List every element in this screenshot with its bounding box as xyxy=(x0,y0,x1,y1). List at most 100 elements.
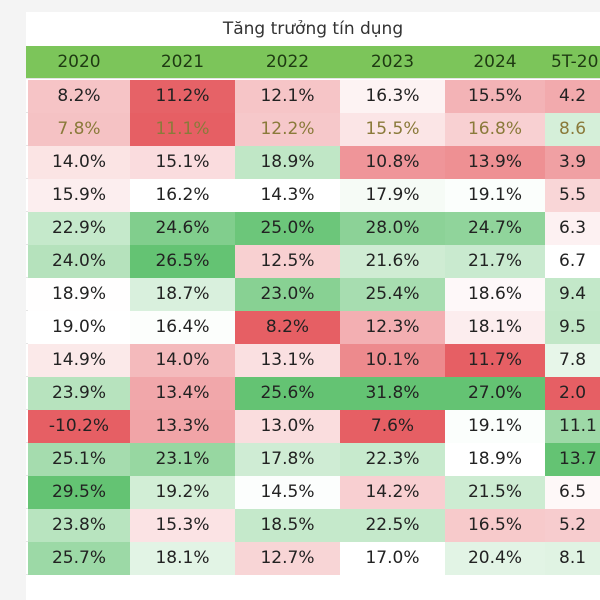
table-cell: 19.1% xyxy=(445,179,545,212)
header-cell: 2023 xyxy=(370,52,415,72)
table-cell: 24.7% xyxy=(445,212,545,245)
table-cell: 9.5 xyxy=(545,311,600,344)
table-cell: 18.9% xyxy=(235,146,340,179)
table-cell: 23.0% xyxy=(235,278,340,311)
table-cell: 11.1% xyxy=(130,113,235,146)
table-cell: 19.1% xyxy=(445,410,545,443)
table-row: 15.9% 16.2% 14.3% 17.9% 19.1% 5.5 xyxy=(26,179,600,212)
table-cell: 11.2% xyxy=(130,80,235,113)
table-cell: 15.9% xyxy=(28,179,130,212)
table-cell: 13.3% xyxy=(130,410,235,443)
table-cell: 12.2% xyxy=(235,113,340,146)
table-row: 19.0% 16.4% 8.2% 12.3% 18.1% 9.5 xyxy=(26,311,600,344)
table-cell: 14.2% xyxy=(340,476,445,509)
table-cell: 18.9% xyxy=(445,443,545,476)
table-row: 23.9% 13.4% 25.6% 31.8% 27.0% 2.0 xyxy=(26,377,600,410)
table-cell: 28.0% xyxy=(340,212,445,245)
table-cell: 24.6% xyxy=(130,212,235,245)
table-cell: 19.0% xyxy=(28,311,130,344)
table-cell: 21.7% xyxy=(445,245,545,278)
table-cell: 23.8% xyxy=(28,509,130,542)
table-cell: 14.3% xyxy=(235,179,340,212)
table-cell: 21.5% xyxy=(445,476,545,509)
table-cell: 21.6% xyxy=(340,245,445,278)
table-cell: 24.0% xyxy=(28,245,130,278)
table-cell: 18.5% xyxy=(235,509,340,542)
table-cell: 5.5 xyxy=(545,179,600,212)
table-cell: 16.2% xyxy=(130,179,235,212)
table-row: 14.0% 15.1% 18.9% 10.8% 13.9% 3.9 xyxy=(26,146,600,179)
table-cell: 6.7 xyxy=(545,245,600,278)
table-cell: 13.1% xyxy=(235,344,340,377)
table-row: 14.9% 14.0% 13.1% 10.1% 11.7% 7.8 xyxy=(26,344,600,377)
table-cell: 18.1% xyxy=(445,311,545,344)
table-row: -10.2% 13.3% 13.0% 7.6% 19.1% 11.1 xyxy=(26,410,600,443)
table-cell: 6.3 xyxy=(545,212,600,245)
table-cell: 8.2% xyxy=(235,311,340,344)
header-row: 2020 2021 2022 2023 2024 5T-20 xyxy=(26,46,600,79)
table-cell: 13.7 xyxy=(545,443,600,476)
table-cell: 15.3% xyxy=(130,509,235,542)
table-row: 22.9% 24.6% 25.0% 28.0% 24.7% 6.3 xyxy=(26,212,600,245)
table-cell: 18.6% xyxy=(445,278,545,311)
table-cell: 27.0% xyxy=(445,377,545,410)
table-row: 24.0% 26.5% 12.5% 21.6% 21.7% 6.7 xyxy=(26,245,600,278)
table-cell: 10.8% xyxy=(340,146,445,179)
table-cell: 18.1% xyxy=(130,542,235,575)
header-cell: 2021 xyxy=(160,52,205,72)
table-cell: 26.5% xyxy=(130,245,235,278)
table-row: 25.7% 18.1% 12.7% 17.0% 20.4% 8.1 xyxy=(26,542,600,575)
table-cell: 22.5% xyxy=(340,509,445,542)
table-cell: 11.7% xyxy=(445,344,545,377)
table-cell: 7.8% xyxy=(28,113,130,146)
table-cell: -10.2% xyxy=(28,410,130,443)
table-cell: 25.4% xyxy=(340,278,445,311)
table-cell: 14.5% xyxy=(235,476,340,509)
table-cell: 29.5% xyxy=(28,476,130,509)
table-cell: 4.2 xyxy=(545,80,600,113)
table-cell: 19.2% xyxy=(130,476,235,509)
table-row: 8.2% 11.2% 12.1% 16.3% 15.5% 4.2 xyxy=(26,80,600,113)
table-cell: 11.1 xyxy=(545,410,600,443)
table-cell: 6.5 xyxy=(545,476,600,509)
table-cell: 16.3% xyxy=(340,80,445,113)
header-cell: 2024 xyxy=(473,52,517,72)
table-cell: 12.5% xyxy=(235,245,340,278)
table-cell: 14.0% xyxy=(28,146,130,179)
table-cell: 14.0% xyxy=(130,344,235,377)
table-cell: 15.1% xyxy=(130,146,235,179)
table-cell: 14.9% xyxy=(28,344,130,377)
table-cell: 12.7% xyxy=(235,542,340,575)
table-cell: 8.1 xyxy=(545,542,600,575)
table-cell: 10.1% xyxy=(340,344,445,377)
table-cell: 18.7% xyxy=(130,278,235,311)
header-cell: 2020 xyxy=(57,52,101,72)
header-cell: 2022 xyxy=(265,52,310,72)
table-row: 18.9% 18.7% 23.0% 25.4% 18.6% 9.4 xyxy=(26,278,600,311)
table-cell: 7.6% xyxy=(340,410,445,443)
table-cell: 15.5% xyxy=(340,113,445,146)
table-cell: 8.6 xyxy=(545,113,600,146)
table-row: 23.8% 15.3% 18.5% 22.5% 16.5% 5.2 xyxy=(26,509,600,542)
table-cell: 25.7% xyxy=(28,542,130,575)
table-cell: 12.1% xyxy=(235,80,340,113)
table-cell: 13.4% xyxy=(130,377,235,410)
table-row: 7.8% 11.1% 12.2% 15.5% 16.8% 8.6 xyxy=(26,113,600,146)
table-title: Tăng trưởng tín dụng xyxy=(222,19,404,39)
table-cell: 16.4% xyxy=(130,311,235,344)
table-cell: 3.9 xyxy=(545,146,600,179)
table-cell: 5.2 xyxy=(545,509,600,542)
table-cell: 17.0% xyxy=(340,542,445,575)
table-cell: 25.6% xyxy=(235,377,340,410)
table-cell: 2.0 xyxy=(545,377,600,410)
header-cell: 5T-20 xyxy=(551,52,599,72)
table-cell: 15.5% xyxy=(445,80,545,113)
table-cell: 12.3% xyxy=(340,311,445,344)
table-cell: 23.9% xyxy=(28,377,130,410)
credit-growth-table: Tăng trưởng tín dụng 2020 2021 2022 2023 202… xyxy=(26,12,600,600)
table-row: 25.1% 23.1% 17.8% 22.3% 18.9% 13.7 xyxy=(26,443,600,476)
table-cell: 13.9% xyxy=(445,146,545,179)
table-cell: 18.9% xyxy=(28,278,130,311)
table-cell: 22.9% xyxy=(28,212,130,245)
table-cell: 20.4% xyxy=(445,542,545,575)
